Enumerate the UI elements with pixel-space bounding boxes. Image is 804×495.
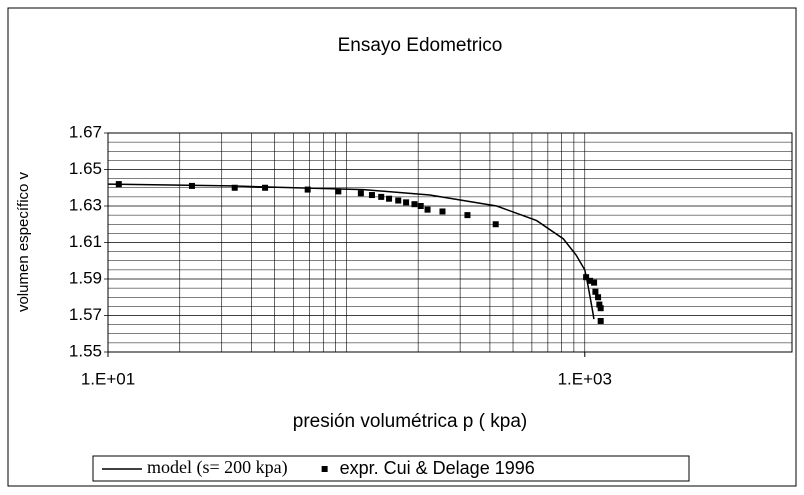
data-point <box>335 188 342 195</box>
data-point <box>115 181 122 188</box>
data-point <box>304 186 311 193</box>
model-line <box>107 183 595 320</box>
y-tick-label: 1.55 <box>69 341 102 360</box>
data-point <box>411 201 418 208</box>
y-tick-label: 1.61 <box>69 232 102 251</box>
legend-box <box>92 455 690 482</box>
x-axis-title: presión volumétrica p ( kpa) <box>293 411 527 432</box>
data-point <box>424 206 431 213</box>
data-point <box>591 279 598 286</box>
x-tick-label: 1.E+03 <box>558 369 612 388</box>
data-point <box>188 182 195 189</box>
y-tick-label: 1.57 <box>69 305 102 324</box>
data-point <box>592 288 599 295</box>
data-point <box>596 301 603 308</box>
data-point <box>386 195 393 202</box>
data-point <box>231 184 238 191</box>
y-tick-label: 1.65 <box>69 159 102 178</box>
data-point <box>378 193 385 200</box>
data-point <box>368 192 375 199</box>
data-point <box>417 203 424 209</box>
data-point <box>597 305 604 312</box>
data-point <box>587 277 594 284</box>
data-point <box>597 317 604 324</box>
y-tick-label: 1.67 <box>69 122 102 141</box>
data-point <box>439 208 446 215</box>
data-point <box>492 221 499 228</box>
y-tick-label: 1.63 <box>69 195 102 214</box>
legend-label: expr. Cui & Delage 1996 <box>340 458 535 478</box>
data-point <box>395 197 402 204</box>
x-tick-label: 1.E+01 <box>81 369 135 388</box>
legend: model (s= 200 kpa) expr. Cui & Delage 199… <box>92 455 690 482</box>
y-axis-title: volumen específico v <box>15 171 32 312</box>
data-point <box>357 190 364 197</box>
data-point <box>262 184 269 191</box>
data-point <box>583 274 590 281</box>
chart-title: Ensayo Edometrico <box>338 35 503 56</box>
y-tick-label: 1.59 <box>69 268 102 287</box>
data-point <box>403 199 410 206</box>
data-point <box>595 294 602 301</box>
legend-label: model (s= 200 kpa) <box>147 457 288 478</box>
legend-marker <box>321 466 328 472</box>
plot-border <box>107 132 793 353</box>
data-point <box>464 212 471 219</box>
